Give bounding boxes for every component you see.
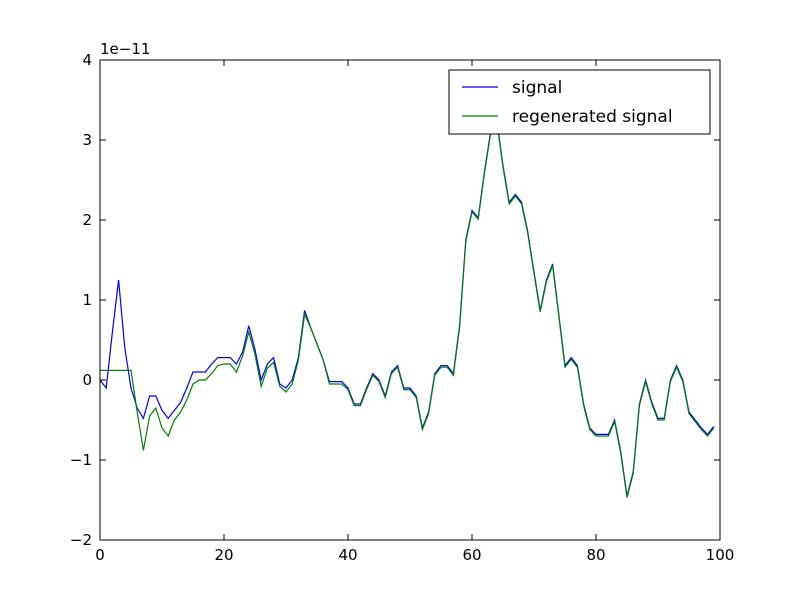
y-tick-label: 1 [82,291,92,309]
y-tick-label: −1 [70,451,92,469]
x-tick-label: 100 [706,546,735,564]
y-tick-label: 4 [82,51,92,69]
series-line-signal [99,118,715,497]
y-tick-label: 0 [82,371,92,389]
x-tick-label: 40 [338,546,357,564]
series-line-regenerated-signal [100,119,715,498]
legend-label-signal: signal [512,78,562,98]
legend-frame [448,69,711,135]
y-tick-label: 2 [82,211,92,229]
ticks-layer: 0 20 40 60 80 100 −2 −1 0 1 2 3 4 [70,51,734,564]
x-tick-label: 0 [95,546,105,564]
x-tick-label: 20 [214,546,233,564]
x-tick-label: 80 [586,546,605,564]
legend-label-regenerated-signal: regenerated signal [512,107,673,127]
y-scale-offset-label: 1e−11 [100,40,150,58]
plot-area [100,60,720,540]
series-layer [99,118,715,498]
x-tick-label: 60 [462,546,481,564]
legend: signal regenerated signal [448,69,711,135]
y-tick-label: −2 [70,531,92,549]
y-tick-label: 3 [82,131,92,149]
